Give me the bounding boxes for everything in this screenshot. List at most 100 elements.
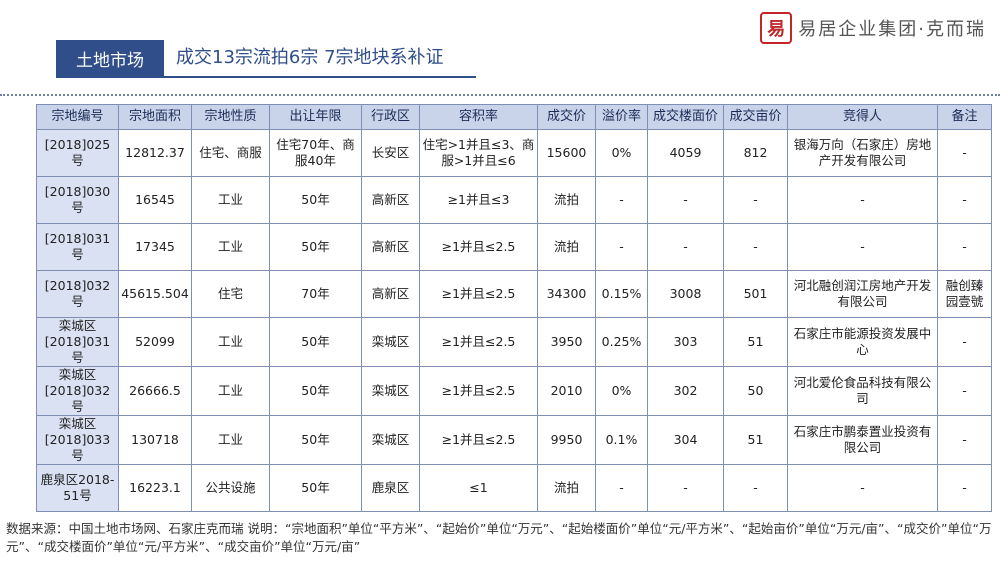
table-row: [2018]030号 16545 工业 50年 高新区 ≥1并且≤3 流拍 - - - - - (36, 176, 992, 224)
section-tag: 土地市场 (56, 40, 164, 76)
table-cell: 50年 (269, 317, 362, 367)
table-cell: 河北爱伦食品科技有限公司 (787, 366, 938, 416)
footnote: 数据来源：中国土地市场网、石家庄克而瑞 说明：“宗地面积”单位“平方米”、“起始… (6, 521, 992, 554)
table-cell: 51 (723, 317, 788, 367)
table-cell: 130718 (118, 415, 192, 465)
table-cell: 16223.1 (118, 464, 192, 512)
table-cell: - (595, 176, 648, 224)
table-cell: - (787, 464, 938, 512)
table-cell: 9950 (537, 415, 596, 465)
table-cell: 34300 (537, 270, 596, 318)
column-header: 宗地面积 (118, 104, 192, 130)
table-cell: [2018]030号 (36, 176, 119, 224)
page-title: 成交13宗流拍6宗 7宗地块系补证 (176, 47, 444, 68)
table-cell: 高新区 (361, 270, 420, 318)
table-cell: 304 (647, 415, 724, 465)
table-row: [2018]031号 17345 工业 50年 高新区 ≥1并且≤2.5 流拍 - - - - - (36, 223, 992, 271)
table-cell: 栾城区[2018]033号 (36, 415, 119, 465)
table-cell: - (937, 223, 992, 271)
column-header: 成交价 (537, 104, 596, 130)
table-cell: 50 (723, 366, 788, 416)
column-header: 行政区 (361, 104, 420, 130)
table-cell: ≥1并且≤2.5 (419, 415, 538, 465)
table-cell: 50年 (269, 366, 362, 416)
table-cell: - (647, 223, 724, 271)
table-cell: 0.25% (595, 317, 648, 367)
brand-logo: 易 易居企业集团·克而瑞 (760, 8, 986, 48)
table-cell: 流拍 (537, 223, 596, 271)
table-cell: - (937, 464, 992, 512)
table-cell: 45615.504 (118, 270, 192, 318)
table-row: 栾城区[2018]032号 26666.5 工业 50年 栾城区 ≥1并且≤2.5 2010… (36, 366, 992, 416)
table-cell: 鹿泉区 (361, 464, 420, 512)
column-header: 宗地编号 (36, 104, 119, 130)
table-cell: ≥1并且≤2.5 (419, 270, 538, 318)
table-cell: 70年 (269, 270, 362, 318)
table-cell: - (595, 223, 648, 271)
table-cell: - (723, 223, 788, 271)
table-cell: 住宅>1并且≤3、商服>1并且≤6 (419, 129, 538, 177)
table-cell: 50年 (269, 415, 362, 465)
table-cell: 303 (647, 317, 724, 367)
table-cell: - (937, 176, 992, 224)
table-row: [2018]025号 12812.37 住宅、商服 住宅70年、商服40年 长安区 住宅>… (36, 129, 992, 177)
table-cell: 公共设施 (191, 464, 270, 512)
table-cell: 住宅 (191, 270, 270, 318)
brand-name: 易居企业集团·克而瑞 (798, 19, 986, 40)
table-cell: - (647, 464, 724, 512)
table-cell: [2018]025号 (36, 129, 119, 177)
title-underline (56, 76, 476, 78)
column-header: 出让年限 (269, 104, 362, 130)
table-cell: ≥1并且≤2.5 (419, 223, 538, 271)
table-row: 栾城区[2018]031号 52099 工业 50年 栾城区 ≥1并且≤2.5 3950 0.… (36, 317, 992, 367)
table-cell: 高新区 (361, 223, 420, 271)
land-transaction-table: 宗地编号 宗地面积 宗地性质 出让年限 行政区 容积率 成交价 溢价率 成交楼面价 成交亩价 竞得人… (36, 104, 992, 512)
table-cell: - (723, 176, 788, 224)
dotted-divider (0, 94, 1000, 96)
table-cell: 工业 (191, 366, 270, 416)
table-cell: 栾城区 (361, 415, 420, 465)
table-cell: 3008 (647, 270, 724, 318)
table-cell: 0.15% (595, 270, 648, 318)
table-cell: - (595, 464, 648, 512)
table-cell: [2018]032号 (36, 270, 119, 318)
table-cell: 栾城区 (361, 366, 420, 416)
table-cell: 17345 (118, 223, 192, 271)
table-cell: - (647, 176, 724, 224)
table-cell: 栾城区[2018]032号 (36, 366, 119, 416)
table-cell: - (937, 415, 992, 465)
brand-logo-mark: 易 (760, 12, 793, 44)
table-cell: 50年 (269, 223, 362, 271)
table-cell: 0% (595, 129, 648, 177)
column-header: 备注 (937, 104, 992, 130)
table-row: [2018]032号 45615.504 住宅 70年 高新区 ≥1并且≤2.5 34300… (36, 270, 992, 318)
table-cell: 长安区 (361, 129, 420, 177)
table-cell: [2018]031号 (36, 223, 119, 271)
column-header: 成交亩价 (723, 104, 788, 130)
table-cell: ≤1 (419, 464, 538, 512)
column-header: 竞得人 (787, 104, 938, 130)
column-header: 宗地性质 (191, 104, 270, 130)
table-cell: - (937, 129, 992, 177)
table-cell: 302 (647, 366, 724, 416)
table-cell: 流拍 (537, 464, 596, 512)
table-cell: 鹿泉区2018-51号 (36, 464, 119, 512)
table-cell: 12812.37 (118, 129, 192, 177)
column-header: 容积率 (419, 104, 538, 130)
table-cell: 石家庄市鹏泰置业投资有限公司 (787, 415, 938, 465)
table-cell: 2010 (537, 366, 596, 416)
table-cell: 住宅70年、商服40年 (269, 129, 362, 177)
table-cell: ≥1并且≤2.5 (419, 366, 538, 416)
table-cell: - (937, 317, 992, 367)
table-cell: 51 (723, 415, 788, 465)
column-header: 溢价率 (595, 104, 648, 130)
table-cell: 银海万向（石家庄）房地产开发有限公司 (787, 129, 938, 177)
table-cell: 工业 (191, 223, 270, 271)
table-cell: 0% (595, 366, 648, 416)
table-cell: 融创臻园壹號 (937, 270, 992, 318)
table-cell: 50年 (269, 176, 362, 224)
column-header: 成交楼面价 (647, 104, 724, 130)
table-cell: - (787, 176, 938, 224)
table-cell: 812 (723, 129, 788, 177)
table-cell: 16545 (118, 176, 192, 224)
